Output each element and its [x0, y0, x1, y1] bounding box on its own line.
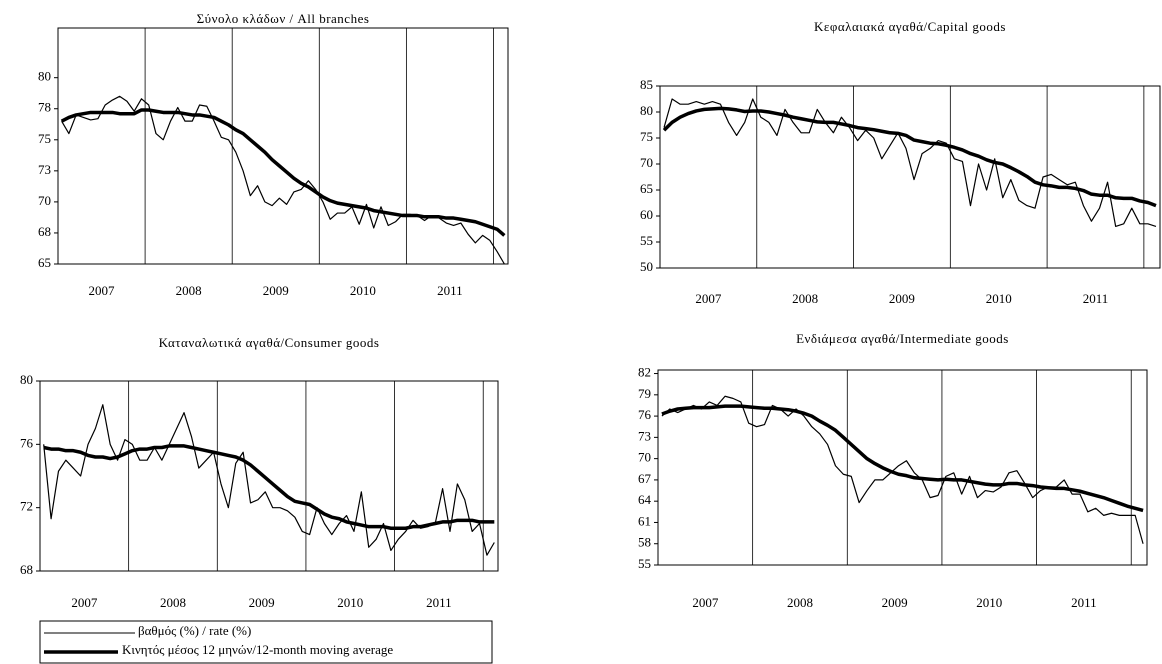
- x-tick-label: 2011: [1083, 291, 1109, 306]
- x-tick-label: 2008: [160, 595, 186, 610]
- chart-title: Καταναλωτικά αγαθά/Consumer goods: [159, 335, 380, 350]
- y-tick-label: 70: [38, 193, 51, 208]
- plot-frame: [657, 369, 1148, 566]
- y-tick-label: 60: [640, 207, 653, 222]
- series-line: [661, 404, 1144, 513]
- y-tick-label: 80: [640, 103, 653, 118]
- series-line: [43, 444, 495, 530]
- chart-title: Κεφαλαιακά αγαθά/Capital goods: [814, 19, 1006, 34]
- x-tick-label: 2007: [692, 595, 719, 610]
- y-tick-label: 68: [20, 562, 33, 577]
- legend-label: βαθμός (%) / rate (%): [138, 623, 251, 638]
- x-tick-label: 2009: [249, 595, 275, 610]
- x-tick-label: 2010: [337, 595, 363, 610]
- series-line: [663, 98, 1157, 227]
- legend: βαθμός (%) / rate (%) Κινητός μέσος 12 μ…: [39, 620, 493, 664]
- y-tick-label: 75: [640, 129, 653, 144]
- legend-label: Κινητός μέσος 12 μηνών/12-month moving a…: [122, 642, 393, 657]
- x-tick-label: 2008: [792, 291, 818, 306]
- series-line: [661, 395, 1144, 544]
- y-tick-label: 68: [38, 224, 51, 239]
- y-tick-label: 65: [38, 255, 51, 270]
- x-tick-label: 2008: [176, 283, 202, 298]
- y-tick-label: 67: [638, 471, 652, 486]
- y-tick-label: 76: [638, 407, 652, 422]
- y-tick-label: 55: [640, 233, 653, 248]
- x-tick-label: 2010: [986, 291, 1012, 306]
- plot-frame: [57, 27, 509, 265]
- plot-frame: [39, 380, 499, 572]
- x-tick-label: 2007: [695, 291, 722, 306]
- series-line: [662, 106, 1157, 208]
- x-tick-label: 2011: [437, 283, 463, 298]
- x-tick-label: 2009: [882, 595, 908, 610]
- y-tick-label: 82: [638, 365, 651, 380]
- y-tick-label: 76: [20, 435, 34, 450]
- y-tick-label: 79: [638, 386, 651, 401]
- plot-frame: [659, 85, 1161, 269]
- y-tick-label: 80: [20, 372, 33, 387]
- y-tick-label: 61: [638, 513, 651, 528]
- series-line: [61, 95, 505, 265]
- chart-title: Ενδιάμεσα αγαθά/Intermediate goods: [796, 331, 1009, 346]
- chart-title: Σύνολο κλάδων / All branches: [197, 11, 370, 26]
- y-tick-label: 75: [38, 131, 51, 146]
- x-tick-label: 2011: [1071, 595, 1097, 610]
- x-tick-label: 2010: [350, 283, 376, 298]
- y-tick-label: 58: [638, 535, 651, 550]
- x-tick-label: 2009: [263, 283, 289, 298]
- series-line: [60, 108, 506, 237]
- y-tick-label: 64: [638, 492, 652, 507]
- x-tick-label: 2007: [71, 595, 98, 610]
- y-tick-label: 50: [640, 259, 653, 274]
- y-tick-label: 85: [640, 77, 653, 92]
- x-tick-label: 2011: [426, 595, 452, 610]
- y-tick-label: 70: [638, 450, 651, 465]
- y-tick-label: 65: [640, 181, 653, 196]
- y-tick-label: 80: [38, 69, 51, 84]
- y-tick-label: 73: [38, 162, 51, 177]
- y-tick-label: 78: [38, 100, 51, 115]
- x-tick-label: 2008: [787, 595, 813, 610]
- y-tick-label: 72: [20, 499, 33, 514]
- y-tick-label: 73: [638, 428, 651, 443]
- y-tick-label: 55: [638, 556, 651, 571]
- y-tick-label: 70: [640, 155, 653, 170]
- legend-box: [39, 620, 493, 664]
- x-tick-label: 2010: [976, 595, 1002, 610]
- x-tick-label: 2007: [89, 283, 116, 298]
- x-tick-label: 2009: [889, 291, 915, 306]
